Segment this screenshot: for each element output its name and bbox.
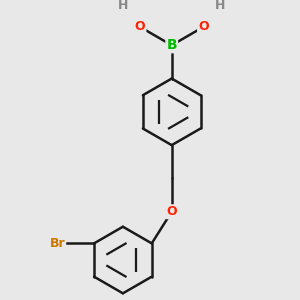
Text: O: O: [167, 205, 177, 218]
Text: H: H: [118, 0, 129, 12]
Text: O: O: [198, 20, 209, 33]
Text: H: H: [215, 0, 225, 12]
Text: Br: Br: [50, 237, 65, 250]
Text: B: B: [167, 38, 177, 52]
Text: O: O: [135, 20, 146, 33]
